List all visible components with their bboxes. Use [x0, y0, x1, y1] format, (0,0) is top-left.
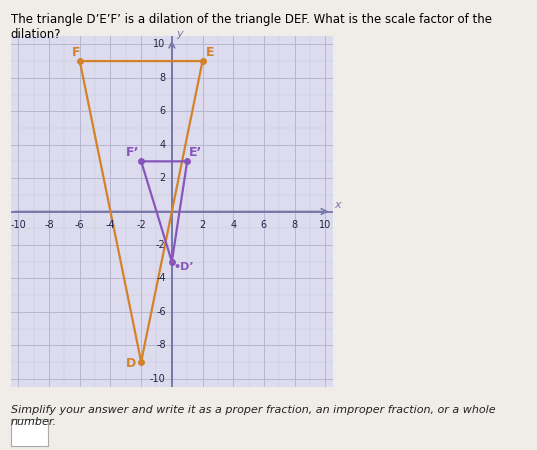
Text: y: y: [177, 29, 183, 39]
Text: -4: -4: [156, 273, 166, 284]
Text: 10: 10: [319, 220, 331, 230]
Text: -2: -2: [136, 220, 146, 230]
Text: 6: 6: [159, 106, 166, 116]
Text: 10: 10: [154, 39, 166, 50]
Text: 8: 8: [292, 220, 297, 230]
Text: -6: -6: [75, 220, 85, 230]
Text: D: D: [126, 357, 136, 370]
Text: •D’: •D’: [173, 262, 194, 272]
Text: x: x: [335, 200, 341, 210]
Text: 4: 4: [230, 220, 236, 230]
Text: 6: 6: [261, 220, 267, 230]
Text: The triangle D’E’F’ is a dilation of the triangle DEF. What is the scale factor : The triangle D’E’F’ is a dilation of the…: [11, 14, 492, 41]
Text: -6: -6: [156, 307, 166, 317]
Text: -8: -8: [44, 220, 54, 230]
Text: 4: 4: [159, 140, 166, 150]
Text: -2: -2: [156, 240, 166, 250]
Text: 8: 8: [159, 73, 166, 83]
Text: 2: 2: [159, 173, 166, 183]
Text: E’: E’: [188, 146, 202, 159]
Text: 2: 2: [199, 220, 206, 230]
Text: Simplify your answer and write it as a proper fraction, an improper fraction, or: Simplify your answer and write it as a p…: [11, 405, 495, 427]
Text: -4: -4: [106, 220, 115, 230]
Text: F’: F’: [126, 146, 139, 159]
Text: E: E: [206, 46, 214, 59]
Text: -8: -8: [156, 340, 166, 350]
Text: -10: -10: [11, 220, 26, 230]
Text: -10: -10: [150, 374, 166, 384]
Text: F: F: [72, 46, 81, 59]
